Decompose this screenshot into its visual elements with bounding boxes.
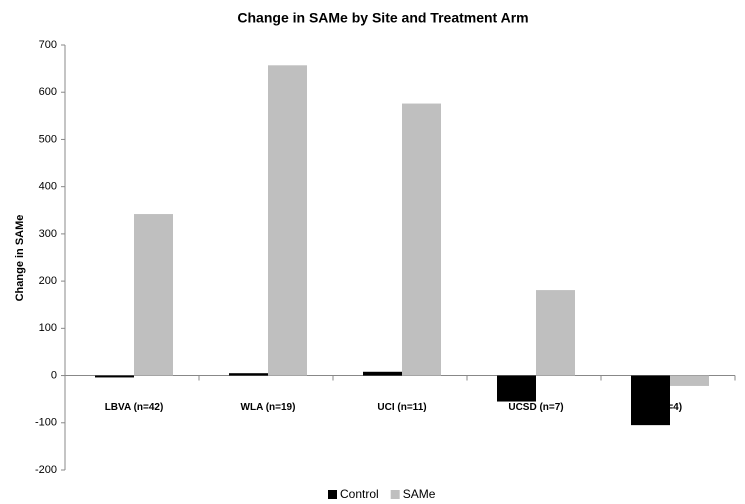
y-tick-label: -100 — [35, 417, 57, 429]
bar — [536, 290, 575, 376]
bar — [95, 375, 134, 378]
bar — [631, 375, 670, 426]
y-tick-label: 400 — [39, 181, 57, 193]
bar — [363, 371, 402, 376]
y-tick-label: 600 — [39, 86, 57, 98]
x-tick-label: LBVA (n=42) — [105, 402, 164, 413]
x-tick-label: UCI (n=11) — [377, 402, 426, 413]
chart-title: Change in SAMe by Site and Treatment Arm — [237, 10, 528, 26]
y-tick-label: 500 — [39, 133, 57, 145]
y-tick-label: 700 — [39, 39, 57, 51]
legend-swatch — [328, 490, 337, 499]
y-tick-label: 0 — [51, 369, 57, 381]
y-tick-label: -200 — [35, 464, 57, 476]
legend-swatch — [390, 490, 400, 499]
y-tick-label: 100 — [39, 322, 57, 334]
y-tick-label: 300 — [39, 228, 57, 240]
legend-label: Control — [340, 487, 379, 501]
bar — [497, 375, 536, 402]
bar — [229, 373, 268, 376]
x-tick-label: UCSD (n=7) — [508, 402, 563, 413]
bar — [268, 65, 307, 376]
bar — [134, 214, 173, 376]
legend-label: SAMe — [403, 487, 436, 501]
y-tick-label: 200 — [39, 275, 57, 287]
bar — [670, 375, 709, 386]
x-tick-label: WLA (n=19) — [241, 402, 296, 413]
y-axis-title: Change in SAMe — [14, 215, 26, 302]
bar — [402, 103, 441, 376]
